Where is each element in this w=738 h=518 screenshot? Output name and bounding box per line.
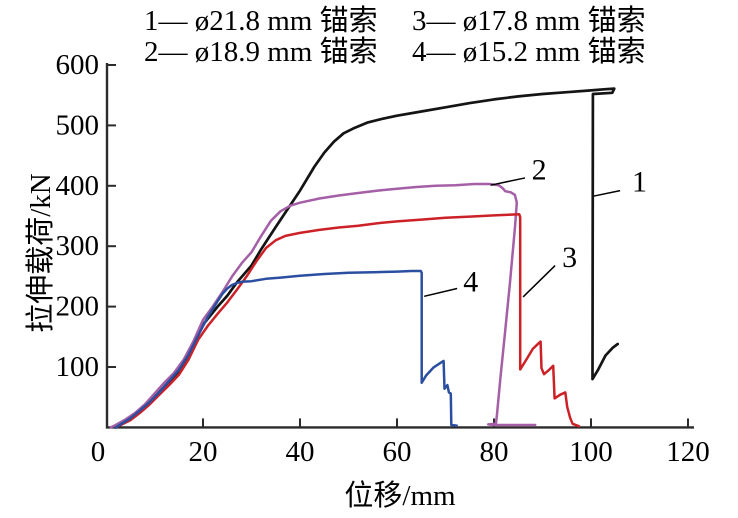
legend-row-2: 2— ø18.9 mm 锚索 4— ø15.2 mm 锚索: [144, 37, 646, 68]
curve-leader-1: [593, 189, 621, 197]
x-tick-label: 40: [286, 436, 315, 468]
curve-leader-2: [490, 177, 526, 186]
y-tick-label: 300: [56, 230, 100, 262]
x-tick-label: 20: [189, 436, 218, 468]
curve-4: [114, 269, 458, 429]
legend-row-1: 1— ø21.8 mm 锚索 3— ø17.8 mm 锚索: [144, 6, 646, 37]
curve-label-3: 3: [562, 241, 577, 274]
legend-entry-3: 3— ø17.8 mm 锚索: [412, 5, 646, 37]
legend-entry-4: 4— ø15.2 mm 锚索: [412, 36, 646, 68]
curve-1: [114, 87, 620, 429]
x-tick-label: 60: [383, 436, 412, 468]
curve-leader-4: [423, 287, 458, 298]
curve-label-1: 1: [632, 166, 647, 199]
curve-label-2: 2: [532, 154, 547, 187]
legend-entry-1: 1— ø21.8 mm 锚索: [144, 5, 378, 37]
y-tick-label: 100: [56, 351, 100, 383]
y-tick-label: 500: [56, 109, 100, 141]
curve-label-4: 4: [463, 265, 478, 298]
y-axis-title: 拉伸载荷/kN: [25, 173, 57, 333]
y-tick-label: 400: [56, 170, 100, 202]
x-axis-title: 位移/mm: [344, 480, 456, 512]
curve-3: [114, 212, 581, 429]
x-tick-label: 80: [480, 436, 509, 468]
axes: [105, 63, 694, 429]
legend-entry-2: 2— ø18.9 mm 锚索: [144, 36, 378, 68]
legend: 1— ø21.8 mm 锚索 3— ø17.8 mm 锚索 2— ø18.9 m…: [144, 6, 646, 68]
y-tick-label: 600: [56, 49, 100, 81]
curve-2: [109, 182, 537, 429]
x-tick-label: 100: [569, 436, 613, 468]
x-tick-label: 0: [91, 436, 106, 468]
x-tick-label: 120: [666, 436, 710, 468]
curve-leader-3: [522, 264, 556, 298]
y-tick-label: 200: [56, 291, 100, 323]
